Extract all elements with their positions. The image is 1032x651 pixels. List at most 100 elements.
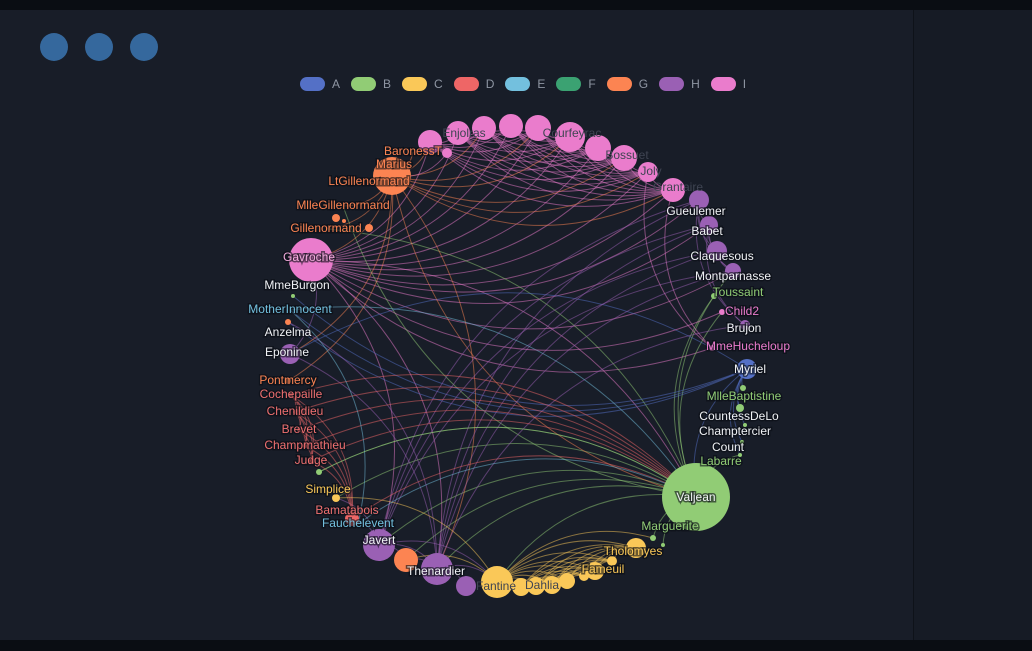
- node-o3[interactable]: [332, 214, 340, 222]
- node-bamatabois[interactable]: [345, 512, 359, 526]
- edge-motherinnocent-valjean: [289, 306, 697, 498]
- edge-p2-grantaire: [483, 127, 674, 197]
- edge-p4-joly: [537, 127, 649, 175]
- node-toussaint[interactable]: [711, 293, 717, 299]
- node-label-mllebaptistine: MlleBaptistine: [707, 389, 782, 403]
- node-labarre[interactable]: [738, 453, 742, 457]
- node-thenardier[interactable]: [421, 553, 453, 585]
- node-g3[interactable]: [316, 469, 322, 475]
- edge-marius-courfeyrac: [391, 136, 571, 188]
- node-label-toussaint: Toussaint: [713, 285, 764, 299]
- node-y1[interactable]: [607, 556, 617, 566]
- node-anzelma[interactable]: [285, 319, 291, 325]
- node-countessdelo[interactable]: [736, 404, 744, 412]
- legend-item-F[interactable]: F: [556, 77, 596, 91]
- node-label-anzelma: Anzelma: [265, 325, 312, 339]
- node-dahlia[interactable]: [512, 578, 530, 596]
- legend-item-D[interactable]: D: [453, 77, 494, 91]
- window-dot-2[interactable]: [85, 33, 113, 61]
- node-o2[interactable]: [365, 224, 373, 232]
- node-brevet[interactable]: [297, 428, 301, 432]
- legend-item-A[interactable]: A: [300, 77, 340, 91]
- node-chenildieu[interactable]: [293, 410, 297, 414]
- node-child2[interactable]: [719, 309, 725, 315]
- node-simplice[interactable]: [332, 494, 340, 502]
- node-y3[interactable]: [559, 573, 575, 589]
- legend-label: C: [434, 77, 443, 91]
- node-layer: [280, 114, 757, 598]
- node-claquesous[interactable]: [707, 241, 727, 261]
- node-judge[interactable]: [309, 459, 313, 463]
- node-y5[interactable]: [527, 577, 545, 595]
- legend-item-C[interactable]: C: [402, 77, 443, 91]
- legend-item-B[interactable]: B: [351, 77, 391, 91]
- node-champmathieu[interactable]: [303, 444, 307, 448]
- node-tholomyes[interactable]: [626, 538, 646, 558]
- edge-gavroche-p4: [310, 127, 539, 261]
- node-fantine[interactable]: [481, 566, 513, 598]
- edge-tholomyes-fantine: [496, 540, 637, 583]
- window-dot-1[interactable]: [40, 33, 68, 61]
- node-joly[interactable]: [638, 162, 658, 182]
- node-mmehucheloup[interactable]: [709, 345, 715, 351]
- edge-gavroche-p3: [310, 125, 512, 261]
- node-eponine[interactable]: [280, 344, 300, 364]
- node-o1[interactable]: [394, 548, 418, 572]
- legend-swatch-E: [505, 77, 531, 91]
- edge-gavroche-p5: [310, 147, 599, 266]
- node-champtercier[interactable]: [743, 423, 747, 427]
- edge-enjolras-grantaire: [429, 141, 674, 207]
- node-grantaire[interactable]: [661, 178, 685, 202]
- node-y2[interactable]: [579, 571, 589, 581]
- edge-gavroche-enjolras: [310, 141, 431, 261]
- node-brujon[interactable]: [740, 320, 750, 330]
- node-label-countessdelo: CountessDeLo: [699, 409, 779, 423]
- legend-item-G[interactable]: G: [606, 77, 648, 91]
- edge-myriel-anzelma: [287, 321, 748, 417]
- node-y4[interactable]: [543, 576, 561, 594]
- node-enjolras[interactable]: [418, 130, 442, 154]
- edge-myriel-eponine: [289, 292, 748, 370]
- node-g1[interactable]: [661, 543, 665, 547]
- node-gavroche[interactable]: [289, 238, 333, 282]
- legend-swatch-F: [556, 77, 582, 91]
- legend-item-H[interactable]: H: [659, 77, 700, 91]
- node-p5[interactable]: [585, 135, 611, 161]
- legend-label: I: [742, 77, 747, 91]
- node-label-javert: Javert: [363, 533, 396, 547]
- node-count[interactable]: [740, 440, 744, 444]
- node-marius[interactable]: [373, 157, 411, 195]
- node-label-cochepaille: Cochepaille: [260, 387, 323, 401]
- node-o4[interactable]: [342, 219, 346, 223]
- legend-item-E[interactable]: E: [505, 77, 545, 91]
- legend-item-I[interactable]: I: [710, 77, 747, 91]
- node-p4[interactable]: [525, 115, 551, 141]
- node-myriel[interactable]: [737, 359, 757, 379]
- node-javert[interactable]: [363, 529, 395, 561]
- node-valjean[interactable]: [662, 463, 730, 531]
- node-label-motherinnocent: MotherInnocent: [248, 302, 332, 316]
- node-i1[interactable]: [442, 148, 452, 158]
- node-p2[interactable]: [472, 116, 496, 140]
- node-gueulemer[interactable]: [689, 190, 709, 210]
- legend-swatch-A: [300, 77, 325, 91]
- node-h1[interactable]: [456, 576, 476, 596]
- node-pontmercy[interactable]: [285, 378, 291, 384]
- node-courfeyrac[interactable]: [555, 122, 585, 152]
- node-bossuet[interactable]: [611, 145, 637, 171]
- node-p1[interactable]: [446, 121, 470, 145]
- node-label-labarre: Labarre: [700, 454, 742, 468]
- node-mllebaptistine[interactable]: [740, 385, 746, 391]
- node-marguerite[interactable]: [650, 535, 656, 541]
- node-p3[interactable]: [499, 114, 523, 138]
- edge-thenardier-montparnasse: [436, 270, 734, 570]
- node-fameuil[interactable]: [586, 562, 604, 580]
- node-cochepaille[interactable]: [289, 393, 293, 397]
- node-montparnasse[interactable]: [725, 263, 741, 279]
- window-dot-3[interactable]: [130, 33, 158, 61]
- node-babet[interactable]: [700, 216, 718, 234]
- node-mmeburgon[interactable]: [291, 294, 295, 298]
- node-label-mllegillenormand: MlleGillenormand: [296, 198, 389, 212]
- legend-swatch-C: [402, 77, 428, 91]
